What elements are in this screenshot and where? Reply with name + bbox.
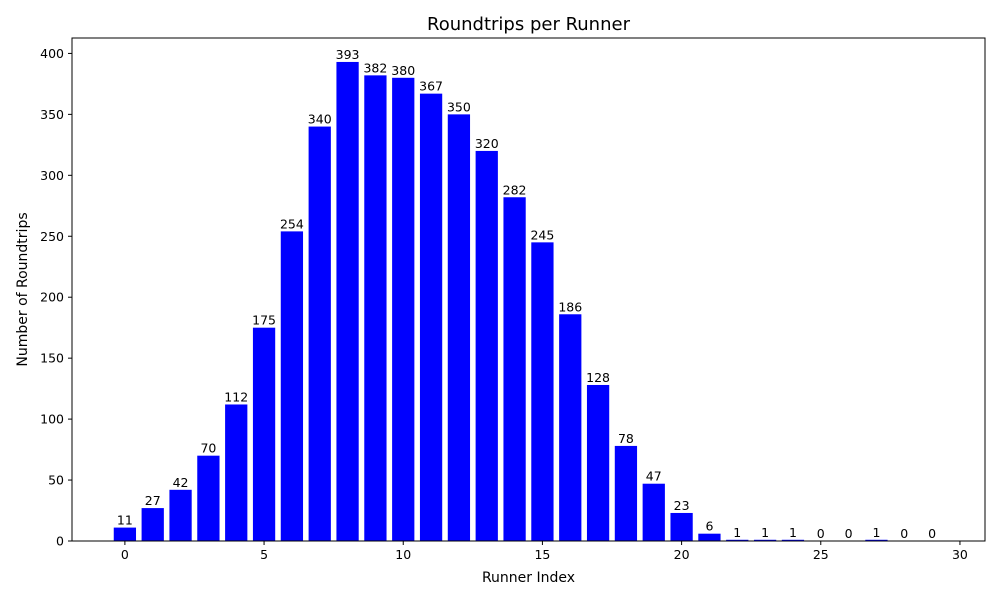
bar-runner-0 [113,527,137,541]
bar-runner-16 [559,314,582,541]
bar-runner-14 [503,197,526,541]
data-label-runner-28: 0 [900,526,908,541]
data-label-runner-22: 1 [733,525,741,540]
data-label-runner-25: 0 [817,526,825,541]
bar-runner-22 [726,539,749,541]
bar-runner-24 [781,539,805,541]
x-tick-label-20: 20 [674,547,690,562]
bar-runner-18 [614,445,638,541]
bar-runner-11 [419,93,443,542]
bar-runner-19 [642,483,665,541]
bar-runner-15 [531,242,554,541]
x-tick-label-10: 10 [395,547,411,562]
data-label-runner-11: 367 [419,79,443,94]
data-label-runner-26: 0 [845,526,853,541]
x-tick-label-15: 15 [534,547,550,562]
y-tick-label-300: 300 [40,168,64,183]
bar-runner-5 [252,327,276,541]
y-tick-label-250: 250 [40,229,64,244]
data-label-runner-3: 70 [200,441,216,456]
data-label-runner-9: 382 [363,60,387,75]
bar-runner-10 [392,77,415,541]
bar-runner-4 [225,404,248,541]
bar-runner-13 [475,150,498,541]
bar-runner-8 [336,61,359,541]
bar-runner-7 [308,126,331,542]
data-label-runner-17: 128 [586,370,610,385]
bar-runner-12 [447,114,471,542]
bar-runner-20 [670,512,693,541]
y-tick-label-50: 50 [48,473,64,488]
data-label-runner-29: 0 [928,526,936,541]
data-label-runner-23: 1 [761,525,769,540]
chart-title: Roundtrips per Runner [427,14,631,35]
data-label-runner-2: 42 [173,475,189,490]
data-label-runner-5: 175 [252,313,276,328]
y-axis-label: Number of Roundtrips [15,212,31,366]
x-tick-label-0: 0 [121,547,129,562]
data-label-runner-14: 282 [503,182,527,197]
bar-runner-3 [197,455,220,541]
data-label-runner-8: 393 [336,47,360,62]
data-label-runner-24: 1 [789,525,797,540]
data-label-runner-20: 23 [674,498,690,513]
data-label-runner-12: 350 [447,99,471,114]
data-label-runner-19: 47 [646,469,662,484]
y-tick-label-150: 150 [40,351,64,366]
data-label-runner-21: 6 [705,519,713,534]
bar-runner-1 [141,508,164,541]
bar-runner-17 [586,384,610,541]
bar-runner-23 [753,539,777,541]
x-tick-label-25: 25 [813,547,829,562]
data-label-runner-1: 27 [145,493,161,508]
y-tick-label-200: 200 [40,290,64,305]
bar-runner-9 [364,75,387,541]
x-tick-label-30: 30 [952,547,968,562]
bar-runner-2 [169,489,192,541]
data-label-runner-10: 380 [391,63,415,78]
y-tick-label-100: 100 [40,412,64,427]
data-label-runner-15: 245 [530,227,554,242]
bar-runner-27 [865,539,888,541]
y-tick-label-350: 350 [40,107,64,122]
plot-frame [71,37,986,542]
data-label-runner-0: 11 [117,513,133,528]
x-axis-label: Runner Index [482,570,575,586]
data-label-runner-27: 1 [872,525,880,540]
data-label-runner-7: 340 [308,112,332,127]
bars-group [113,61,888,542]
y-tick-label-400: 400 [40,46,64,61]
data-label-runner-4: 112 [224,389,248,404]
y-tick-label-0: 0 [56,534,64,549]
data-label-runner-16: 186 [558,299,582,314]
bar-runner-6 [280,231,304,541]
data-label-runner-13: 320 [475,136,499,151]
data-label-runner-6: 254 [280,216,304,231]
x-axis-ticks: 0 5 10 15 20 25 30 [121,541,968,562]
data-label-runner-18: 78 [618,431,634,446]
x-tick-label-5: 5 [260,547,268,562]
y-axis-ticks: 0 50 100 150 200 250 300 350 400 [40,46,72,549]
bar-runner-21 [698,533,721,541]
